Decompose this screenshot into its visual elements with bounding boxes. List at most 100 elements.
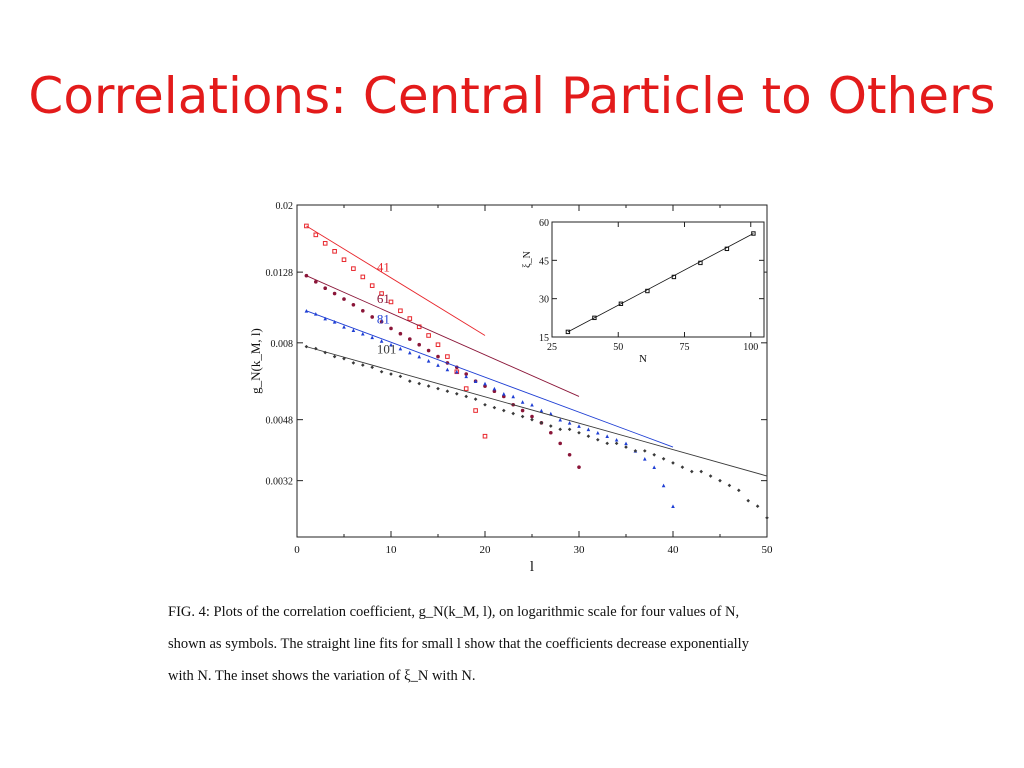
data-point bbox=[502, 392, 506, 396]
data-point bbox=[398, 308, 403, 314]
data-point bbox=[398, 346, 403, 351]
fit-line bbox=[306, 225, 486, 336]
data-point bbox=[426, 348, 431, 353]
data-point bbox=[549, 411, 553, 416]
data-point bbox=[633, 449, 638, 453]
data-point bbox=[473, 408, 478, 413]
main-chart: 0 10 20 30 40 50 0.0032 0.0048 0.008 0.0128 0.02 l g… bbox=[248, 201, 773, 575]
y-tick-label: 0.0048 bbox=[266, 416, 294, 427]
data-point bbox=[379, 339, 384, 343]
data-point bbox=[342, 356, 346, 361]
data-point bbox=[417, 381, 421, 386]
x-tick-label: 0 bbox=[294, 544, 300, 556]
data-point bbox=[464, 372, 468, 376]
caption-line-1: FIG. 4: Plots of the correlation coeffic… bbox=[168, 604, 740, 620]
data-point bbox=[539, 421, 544, 425]
data-point bbox=[708, 474, 713, 478]
data-point bbox=[408, 337, 412, 341]
data-point bbox=[436, 363, 440, 367]
series-label: 61 bbox=[377, 291, 390, 306]
data-point bbox=[369, 283, 375, 288]
inset-x-tick-label: 100 bbox=[743, 342, 758, 353]
data-point bbox=[463, 386, 469, 391]
data-point bbox=[426, 384, 431, 388]
data-point bbox=[417, 354, 421, 359]
y-axis-label: g_N(k_M, l) bbox=[248, 328, 263, 394]
series-label: 41 bbox=[377, 260, 390, 275]
y-tick-label: 0.0032 bbox=[266, 477, 294, 488]
data-point bbox=[567, 421, 572, 425]
data-point bbox=[361, 331, 365, 336]
data-point bbox=[313, 232, 319, 238]
data-point bbox=[502, 408, 506, 413]
x-tick-label: 30 bbox=[574, 544, 586, 556]
data-point bbox=[530, 417, 534, 422]
data-point bbox=[304, 344, 309, 349]
data-point bbox=[643, 457, 647, 461]
data-point bbox=[643, 449, 647, 453]
fit-line bbox=[306, 275, 580, 397]
data-point bbox=[342, 297, 346, 301]
inset-data-point bbox=[724, 246, 730, 252]
series-81: 81 bbox=[304, 308, 675, 508]
data-point bbox=[661, 483, 666, 488]
data-point bbox=[520, 400, 525, 404]
data-point bbox=[586, 434, 591, 439]
inset-y-tick-label: 30 bbox=[539, 295, 549, 306]
data-point bbox=[492, 405, 497, 410]
data-point bbox=[699, 469, 703, 474]
data-point bbox=[520, 414, 525, 419]
data-point bbox=[473, 379, 478, 383]
caption-line-2: shown as symbols. The straight line fits… bbox=[168, 636, 749, 652]
data-point bbox=[407, 316, 413, 321]
data-point bbox=[370, 365, 374, 370]
data-point bbox=[436, 386, 440, 391]
inset-data-point bbox=[592, 315, 597, 321]
x-axis-label: l bbox=[530, 559, 534, 575]
x-tick-label: 20 bbox=[480, 544, 492, 556]
series-label: 81 bbox=[377, 311, 390, 326]
data-point bbox=[577, 430, 581, 435]
data-point bbox=[361, 363, 365, 367]
data-point bbox=[765, 515, 769, 520]
data-point bbox=[596, 437, 600, 442]
data-point bbox=[549, 424, 553, 428]
data-point bbox=[360, 274, 366, 280]
data-point bbox=[605, 434, 609, 439]
data-point bbox=[671, 504, 675, 508]
series-41: 41 bbox=[304, 223, 488, 439]
data-point bbox=[314, 346, 318, 351]
inset-data-point bbox=[618, 301, 624, 306]
data-point bbox=[718, 478, 722, 483]
inset-data-point bbox=[698, 260, 703, 266]
data-point bbox=[455, 369, 459, 374]
data-point bbox=[445, 354, 450, 359]
series-101: 101 bbox=[304, 341, 769, 520]
data-point bbox=[520, 408, 525, 413]
inset-frame bbox=[551, 221, 765, 338]
x-tick-label: 40 bbox=[668, 544, 680, 556]
data-point bbox=[323, 350, 327, 355]
fit-line bbox=[306, 310, 674, 448]
data-point bbox=[389, 326, 393, 331]
data-point bbox=[614, 437, 619, 442]
data-point bbox=[652, 465, 656, 469]
data-point bbox=[379, 369, 384, 374]
inset-data-point bbox=[671, 274, 677, 280]
data-point bbox=[755, 504, 760, 508]
inset-data-point bbox=[751, 231, 756, 236]
data-point bbox=[690, 469, 694, 474]
data-point bbox=[351, 303, 356, 307]
data-point bbox=[398, 331, 403, 336]
y-tick-label: 0.0128 bbox=[266, 268, 294, 279]
data-point bbox=[511, 411, 515, 416]
data-point bbox=[464, 374, 468, 379]
data-point bbox=[746, 498, 750, 503]
data-point bbox=[351, 266, 356, 271]
fit-line bbox=[306, 346, 768, 477]
data-point bbox=[558, 417, 562, 422]
inset-chart: 25 50 75 100 15 30 45 60 Nξ_N bbox=[522, 218, 765, 365]
data-point bbox=[304, 308, 309, 313]
data-point bbox=[314, 280, 318, 284]
data-point bbox=[558, 441, 562, 446]
